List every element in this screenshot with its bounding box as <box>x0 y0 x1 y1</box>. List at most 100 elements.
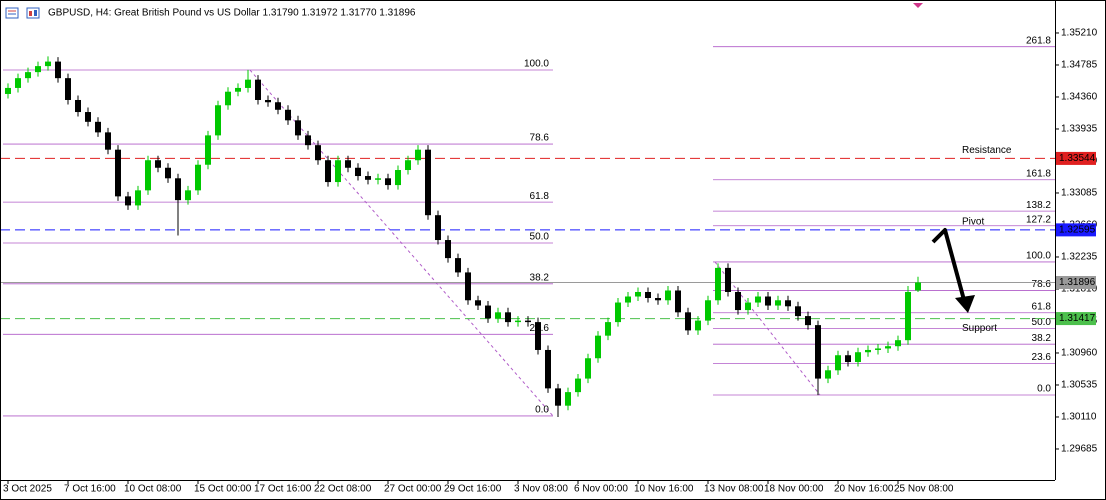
candle-body <box>265 99 271 103</box>
candle-body <box>475 300 481 306</box>
candle-body <box>485 305 491 319</box>
chart-title: GBPUSD, H4: Great British Pound vs US Do… <box>48 8 416 19</box>
candle-body <box>715 267 721 301</box>
fib-level-label: 38.2 <box>1032 333 1052 344</box>
x-tick-label: 7 Oct 16:00 <box>64 484 116 495</box>
candle-body <box>795 306 801 317</box>
candle-body <box>295 120 301 136</box>
candle-body <box>165 167 171 179</box>
x-tick-label: 6 Nov 00:00 <box>574 484 628 495</box>
fib-level-label: 61.8 <box>1032 301 1052 312</box>
candle-body <box>15 78 21 88</box>
candle-body <box>175 178 181 201</box>
candle-body <box>85 112 91 122</box>
candle-body <box>415 149 421 161</box>
candle-body <box>505 312 511 323</box>
candle-body <box>155 160 161 168</box>
candle-body <box>885 346 891 349</box>
arrow-shaft <box>931 228 966 301</box>
candle-body <box>615 302 621 323</box>
fib-level-label: 38.2 <box>530 272 550 283</box>
candle-body <box>185 190 191 201</box>
candle-body <box>145 160 151 191</box>
candle-body <box>95 121 101 133</box>
y-tick-label: 1.33935 <box>1061 124 1098 135</box>
y-tick-label: 1.33085 <box>1061 188 1098 199</box>
fib-level-label: 0.0 <box>1037 384 1051 395</box>
candle-body <box>895 340 901 347</box>
candle-body <box>455 258 461 273</box>
price-box-label: 1.31417 <box>1059 313 1096 324</box>
candle-body <box>435 215 441 241</box>
candle-body <box>125 196 131 206</box>
x-tick-label: 17 Oct 16:00 <box>254 484 312 495</box>
candle-body <box>585 358 591 379</box>
candle-body <box>555 388 561 406</box>
price-box-label: 1.32595 <box>1059 225 1096 236</box>
candle-body <box>635 291 641 297</box>
candle-body <box>695 320 701 331</box>
price-box <box>1056 151 1096 165</box>
symbol-icons <box>5 7 40 19</box>
x-tick-label: 13 Nov 08:00 <box>704 484 764 495</box>
candle-body <box>675 290 681 313</box>
candle-body <box>5 87 11 94</box>
icon <box>5 7 19 19</box>
candle-body <box>805 316 811 326</box>
candle-body <box>225 91 231 106</box>
candle-body <box>495 312 501 319</box>
candle-body <box>35 66 41 73</box>
candle-body <box>205 135 211 165</box>
candle-body <box>395 170 401 186</box>
candle-body <box>325 160 331 183</box>
fib-level-label: 61.8 <box>530 191 550 202</box>
candle-body <box>735 291 741 311</box>
fib-level-label: 100.0 <box>1026 251 1051 262</box>
candle-body <box>385 178 391 186</box>
candle-body <box>255 79 261 100</box>
fib-level-label: 138.2 <box>1026 200 1051 211</box>
price-box-label: 1.31896 <box>1059 277 1096 288</box>
x-tick-label: 3 Nov 08:00 <box>514 484 568 495</box>
candle-body <box>425 149 431 216</box>
arrow-head <box>955 295 975 313</box>
icon <box>34 10 37 16</box>
y-tick-label: 1.34785 <box>1061 60 1098 71</box>
candle-body <box>25 72 31 79</box>
fib-level-label: 127.2 <box>1026 214 1051 225</box>
candle-body <box>105 132 111 150</box>
y-tick-label: 1.34360 <box>1061 92 1098 103</box>
candle-body <box>335 160 341 183</box>
candle-body <box>235 87 241 92</box>
candle-body <box>445 240 451 259</box>
x-tick-label: 18 Nov 00:00 <box>764 484 824 495</box>
candle-body <box>815 325 821 379</box>
y-tick-label: 1.31810 <box>1061 284 1098 295</box>
candle-body <box>845 355 851 363</box>
fib-level-label: 23.6 <box>1032 352 1052 363</box>
x-tick-label: 10 Oct 08:00 <box>124 484 182 495</box>
candle-body <box>45 61 51 67</box>
candle-body <box>545 349 551 389</box>
fib-level-label: 78.6 <box>1032 279 1052 290</box>
x-tick-label: 25 Nov 08:00 <box>894 484 954 495</box>
price-box-label: 1.33544 <box>1059 153 1096 164</box>
candle-body <box>515 320 521 323</box>
level-name: Pivot <box>962 217 984 228</box>
candle-body <box>775 300 781 306</box>
y-tick-label: 1.30535 <box>1061 380 1098 391</box>
candle-body <box>865 349 871 353</box>
candle-body <box>605 322 611 336</box>
icon <box>26 7 40 19</box>
price-box <box>1056 276 1096 290</box>
candle-body <box>825 370 831 379</box>
candle-body <box>275 102 281 110</box>
x-tick-label: 27 Oct 00:00 <box>384 484 442 495</box>
x-tick-label: 20 Nov 16:00 <box>834 484 894 495</box>
candle-body <box>915 282 921 291</box>
candle-body <box>305 135 311 146</box>
candle-body <box>725 267 731 292</box>
candle-body <box>745 302 751 311</box>
